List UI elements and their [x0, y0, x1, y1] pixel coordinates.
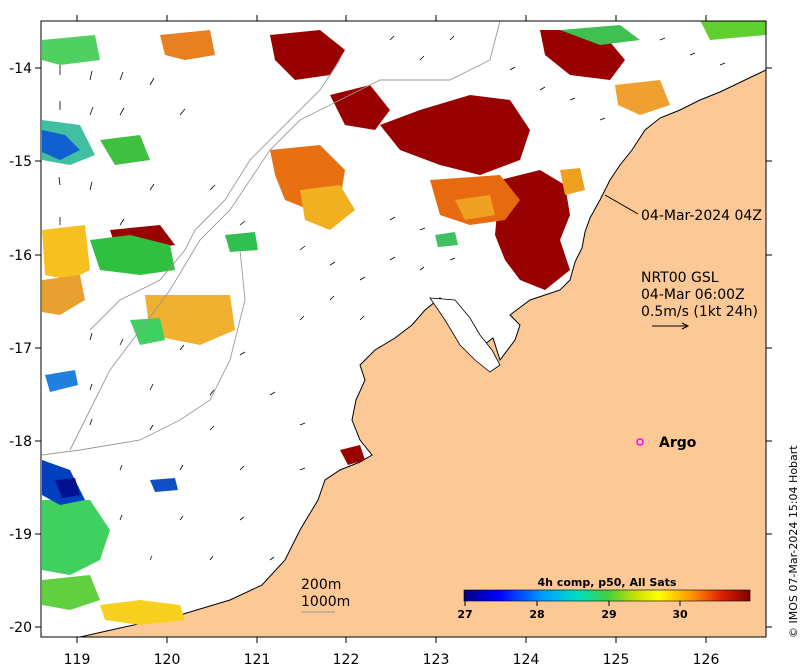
- lat-tick-label: -17: [9, 341, 32, 357]
- lon-ticks: [76, 15, 707, 643]
- lat-ticks: [35, 67, 772, 628]
- currents-source-label: NRT00 GSL: [641, 270, 719, 286]
- colorbar-tick-label: 29: [601, 608, 616, 621]
- isobath-1000m: [41, 59, 341, 456]
- lon-tick-label: 121: [244, 652, 271, 668]
- sst-patches: [42, 21, 766, 625]
- lon-tick-label: 123: [423, 652, 450, 668]
- lon-tick-labels: 119 120 121 122 123 124 125 126: [64, 652, 720, 668]
- argo-marker-icon[interactable]: [636, 438, 644, 446]
- colorbar-tick-label: 27: [457, 608, 472, 621]
- plot-frame: [40, 20, 767, 638]
- argo-label: Argo: [659, 435, 697, 451]
- lat-tick-labels: -14 -15 -16 -17 -18 -19 -20: [9, 61, 32, 636]
- lon-tick-label: 125: [603, 652, 630, 668]
- lon-tick-label: 126: [693, 652, 720, 668]
- lon-tick-label: 124: [513, 652, 540, 668]
- colorbar: [463, 589, 751, 602]
- lat-tick-label: -18: [9, 434, 32, 450]
- lon-tick-label: 119: [64, 652, 91, 668]
- arrow-scale-label: 0.5m/s (1kt 24h): [641, 304, 758, 320]
- isobath-200m: [69, 21, 501, 451]
- lon-tick-label: 122: [333, 652, 360, 668]
- inlet: [429, 297, 501, 373]
- current-arrows: [58, 35, 726, 561]
- pass-time-label: 04-Mar-2024 04Z: [641, 208, 762, 224]
- isobath-200m-label: 200m: [301, 577, 341, 593]
- imos-credit: © IMOS 07-Mar-2024 15:04 Hobart: [787, 445, 800, 638]
- colorbar-tick-label: 30: [672, 608, 688, 621]
- lat-tick-label: -14: [9, 61, 32, 77]
- colorbar-title: 4h comp, p50, All Sats: [538, 576, 677, 589]
- isobath-1000m-label: 1000m: [301, 594, 350, 610]
- lat-tick-label: -16: [9, 248, 32, 264]
- currents-time-label: 04-Mar 06:00Z: [641, 287, 745, 303]
- lat-tick-label: -15: [9, 154, 32, 170]
- colorbar-tick-label: 28: [529, 608, 544, 621]
- lon-tick-label: 120: [154, 652, 181, 668]
- lat-tick-label: -20: [9, 620, 32, 636]
- lat-tick-label: -19: [9, 527, 32, 543]
- pass-time-pointer: [604, 194, 639, 215]
- colorbar-ticks: [464, 601, 681, 606]
- scale-arrow-icon: [652, 322, 690, 330]
